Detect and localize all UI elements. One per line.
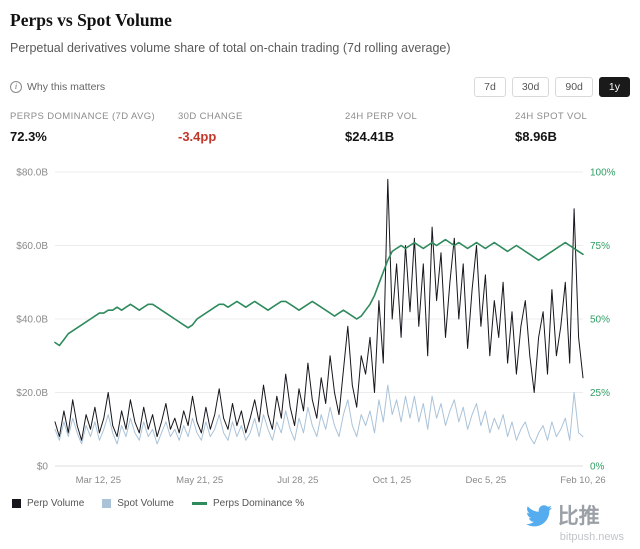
watermark: 比推 bitpush.news	[525, 500, 624, 543]
stat-value: -3.4pp	[178, 129, 217, 144]
perp-volume-swatch-icon	[12, 499, 21, 508]
svg-text:50%: 50%	[590, 315, 610, 326]
legend-label: Perp Volume	[27, 498, 85, 509]
svg-text:100%: 100%	[590, 168, 616, 179]
stat-label: PERPS DOMINANCE (7D AVG)	[10, 111, 156, 122]
range-button-30d[interactable]: 30d	[511, 77, 550, 97]
svg-text:75%: 75%	[590, 241, 610, 252]
chart: $0 $20.0B $40.0B $60.0B $80.0B 0% 25% 50% 75% 100…	[16, 168, 616, 487]
dominance-line-swatch-icon	[191, 502, 207, 505]
legend-label: Perps Dominance %	[212, 498, 305, 509]
stat-label: 24H PERP VOL	[345, 111, 418, 122]
stat-value: $24.41B	[345, 129, 395, 144]
twitter-bird-icon	[525, 505, 552, 527]
svg-text:25%: 25%	[590, 388, 610, 399]
chart-legend: Perp Volume Spot Volume Perps Dominance …	[12, 498, 630, 509]
legend-label: Spot Volume	[117, 498, 174, 509]
why-this-matters-label: Why this matters	[27, 81, 106, 93]
stat-label: 24H SPOT VOL	[515, 111, 588, 122]
svg-text:$80.0B: $80.0B	[16, 168, 48, 179]
page-title: Perps vs Spot Volume	[10, 10, 172, 30]
perps-vs-spot-widget: Perps vs Spot Volume Perpetual derivativ…	[10, 10, 630, 509]
chart-area: $0 $20.0B $40.0B $60.0B $80.0B 0% 25% 50% 75% 100…	[10, 158, 630, 488]
range-button-7d[interactable]: 7d	[474, 77, 506, 97]
svg-text:Dec 5, 25: Dec 5, 25	[466, 475, 507, 486]
stats-row: PERPS DOMINANCE (7D AVG) 72.3% 30D CHANG…	[10, 111, 630, 144]
stat-perps-dominance: PERPS DOMINANCE (7D AVG) 72.3%	[10, 111, 178, 144]
watermark-cn-text: 比推	[557, 505, 600, 528]
legend-item-perps-dominance[interactable]: Perps Dominance %	[191, 498, 305, 509]
svg-text:Oct 1, 25: Oct 1, 25	[373, 475, 412, 486]
range-selector: 7d 30d 90d 1y	[474, 77, 630, 97]
svg-text:$40.0B: $40.0B	[16, 315, 48, 326]
svg-text:0%: 0%	[590, 462, 605, 473]
subtitle: Perpetual derivatives volume share of to…	[10, 41, 451, 55]
svg-text:Mar 12, 25: Mar 12, 25	[76, 475, 121, 486]
stat-24h-spot-vol: 24H SPOT VOL $8.96B	[515, 111, 630, 144]
svg-text:Jul 28, 25: Jul 28, 25	[277, 475, 318, 486]
svg-text:$0: $0	[37, 462, 49, 473]
legend-item-spot-volume[interactable]: Spot Volume	[102, 498, 174, 509]
svg-text:May 21, 25: May 21, 25	[176, 475, 223, 486]
stat-value: $8.96B	[515, 129, 557, 144]
svg-text:Feb 10, 26: Feb 10, 26	[560, 475, 605, 486]
stat-value: 72.3%	[10, 129, 47, 144]
stat-24h-perp-vol: 24H PERP VOL $24.41B	[345, 111, 515, 144]
svg-text:$60.0B: $60.0B	[16, 241, 48, 252]
spot-volume-swatch-icon	[102, 499, 112, 508]
controls-row: i Why this matters 7d 30d 90d 1y	[10, 77, 630, 97]
range-button-1y[interactable]: 1y	[598, 77, 630, 97]
info-icon: i	[10, 81, 22, 93]
range-button-90d[interactable]: 90d	[555, 77, 593, 97]
stat-label: 30D CHANGE	[178, 111, 243, 122]
why-this-matters-link[interactable]: i Why this matters	[10, 81, 105, 93]
stat-30d-change: 30D CHANGE -3.4pp	[178, 111, 345, 144]
legend-item-perp-volume[interactable]: Perp Volume	[12, 498, 84, 509]
watermark-en-text: bitpush.news	[559, 531, 624, 543]
svg-text:$20.0B: $20.0B	[16, 388, 48, 399]
